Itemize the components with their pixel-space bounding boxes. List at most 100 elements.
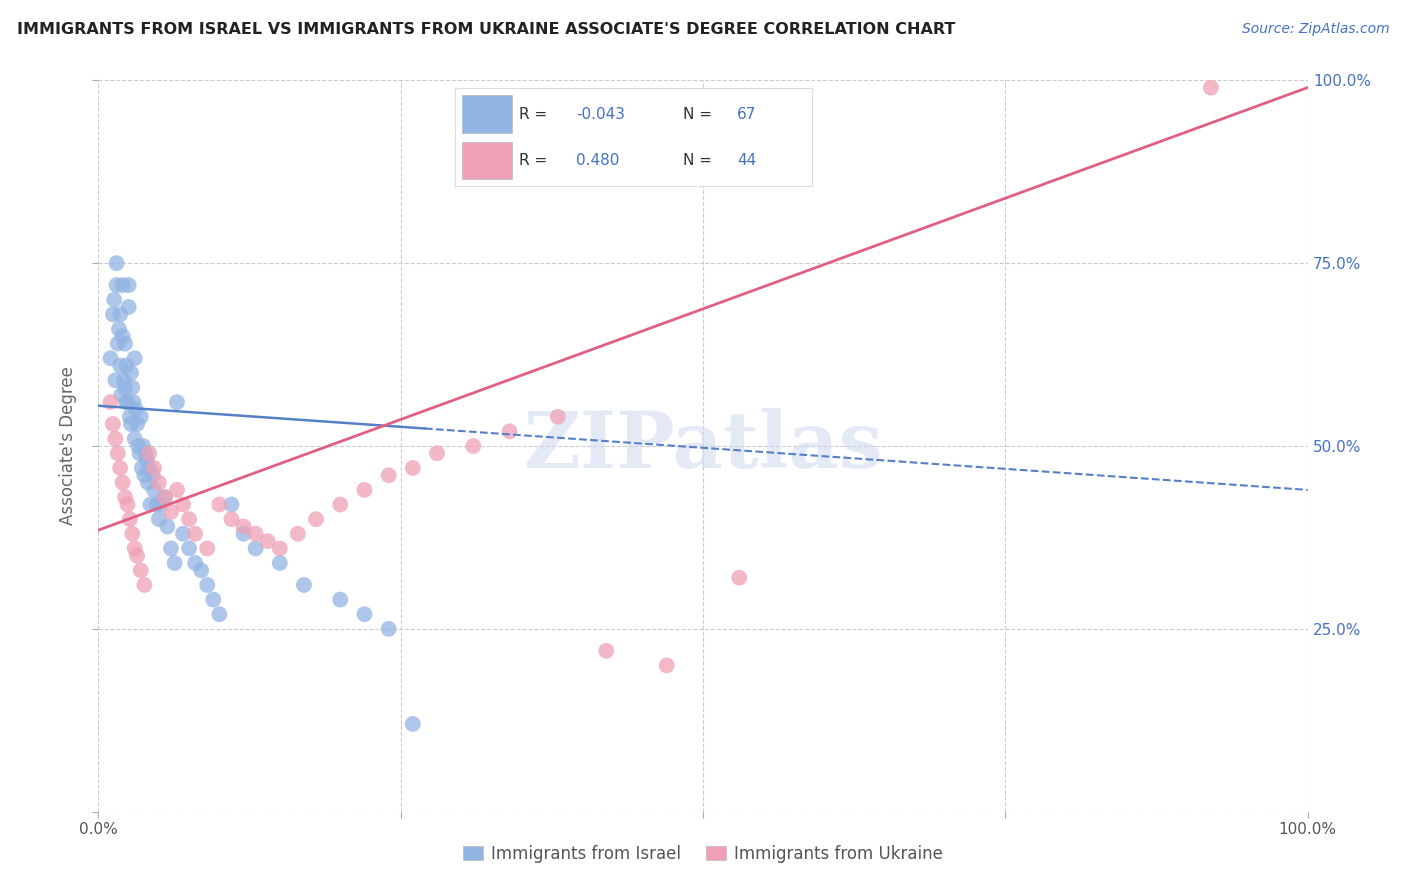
Point xyxy=(101,307,124,321)
Point xyxy=(190,563,212,577)
Point xyxy=(104,373,127,387)
Point xyxy=(353,607,375,622)
Point xyxy=(111,278,134,293)
Point xyxy=(166,483,188,497)
Point xyxy=(232,526,254,541)
Point xyxy=(138,446,160,460)
Point xyxy=(195,541,218,556)
Point xyxy=(105,278,128,293)
Point xyxy=(208,498,231,512)
Legend: Immigrants from Israel, Immigrants from Ukraine: Immigrants from Israel, Immigrants from … xyxy=(456,838,950,869)
Point xyxy=(103,293,125,307)
Point xyxy=(353,483,375,497)
Point xyxy=(129,409,152,424)
Point xyxy=(145,498,167,512)
Point xyxy=(108,359,131,373)
Point xyxy=(138,461,160,475)
Point xyxy=(377,468,399,483)
Point xyxy=(179,541,201,556)
Point xyxy=(134,468,156,483)
Point xyxy=(100,351,122,366)
Point xyxy=(100,395,122,409)
Point xyxy=(148,475,170,490)
Point xyxy=(305,512,328,526)
Point xyxy=(112,373,135,387)
Point xyxy=(153,490,176,504)
Point xyxy=(160,505,183,519)
Point xyxy=(110,388,132,402)
Point xyxy=(129,563,152,577)
Point xyxy=(245,541,267,556)
Point xyxy=(402,461,425,475)
Point xyxy=(127,439,149,453)
Point xyxy=(115,395,138,409)
Point xyxy=(179,512,201,526)
Point xyxy=(117,395,139,409)
Point xyxy=(115,359,138,373)
Point xyxy=(142,468,165,483)
Point xyxy=(108,461,131,475)
Point xyxy=(463,439,485,453)
Point xyxy=(728,571,751,585)
Point xyxy=(547,409,569,424)
Point xyxy=(292,578,315,592)
Point xyxy=(105,256,128,270)
Point xyxy=(256,534,278,549)
Point xyxy=(107,336,129,351)
Point xyxy=(232,519,254,533)
Point xyxy=(377,622,399,636)
Point xyxy=(121,526,143,541)
Point xyxy=(104,432,127,446)
Point xyxy=(156,519,179,533)
Point xyxy=(184,556,207,570)
Point xyxy=(124,351,146,366)
Point xyxy=(172,526,194,541)
Point xyxy=(124,541,146,556)
Text: IMMIGRANTS FROM ISRAEL VS IMMIGRANTS FROM UKRAINE ASSOCIATE'S DEGREE CORRELATION: IMMIGRANTS FROM ISRAEL VS IMMIGRANTS FRO… xyxy=(17,22,955,37)
Point xyxy=(108,322,131,336)
Point xyxy=(114,336,136,351)
Point xyxy=(148,512,170,526)
Point xyxy=(136,475,159,490)
Point xyxy=(163,556,186,570)
Point xyxy=(122,395,145,409)
Point xyxy=(172,498,194,512)
Point xyxy=(1199,80,1222,95)
Point xyxy=(184,526,207,541)
Point xyxy=(143,483,166,497)
Point xyxy=(135,453,157,467)
Text: Source: ZipAtlas.com: Source: ZipAtlas.com xyxy=(1241,22,1389,37)
Point xyxy=(329,498,352,512)
Point xyxy=(143,461,166,475)
Point xyxy=(195,578,218,592)
Point xyxy=(127,549,149,563)
Point xyxy=(111,329,134,343)
Point xyxy=(120,417,142,431)
Point xyxy=(329,592,352,607)
Point xyxy=(101,417,124,431)
Point xyxy=(120,366,142,380)
Point xyxy=(127,417,149,431)
Y-axis label: Associate's Degree: Associate's Degree xyxy=(59,367,77,525)
Point xyxy=(117,498,139,512)
Point xyxy=(131,461,153,475)
Point xyxy=(426,446,449,460)
Point xyxy=(595,644,617,658)
Point xyxy=(269,556,291,570)
Text: ZIPatlas: ZIPatlas xyxy=(523,408,883,484)
Point xyxy=(118,278,141,293)
Point xyxy=(114,380,136,394)
Point xyxy=(402,717,425,731)
Point xyxy=(107,446,129,460)
Point xyxy=(269,541,291,556)
Point xyxy=(208,607,231,622)
Point xyxy=(166,395,188,409)
Point xyxy=(114,490,136,504)
Point xyxy=(124,432,146,446)
Point xyxy=(160,541,183,556)
Point xyxy=(655,658,678,673)
Point xyxy=(128,446,150,460)
Point xyxy=(121,380,143,394)
Point xyxy=(108,307,131,321)
Point xyxy=(118,409,141,424)
